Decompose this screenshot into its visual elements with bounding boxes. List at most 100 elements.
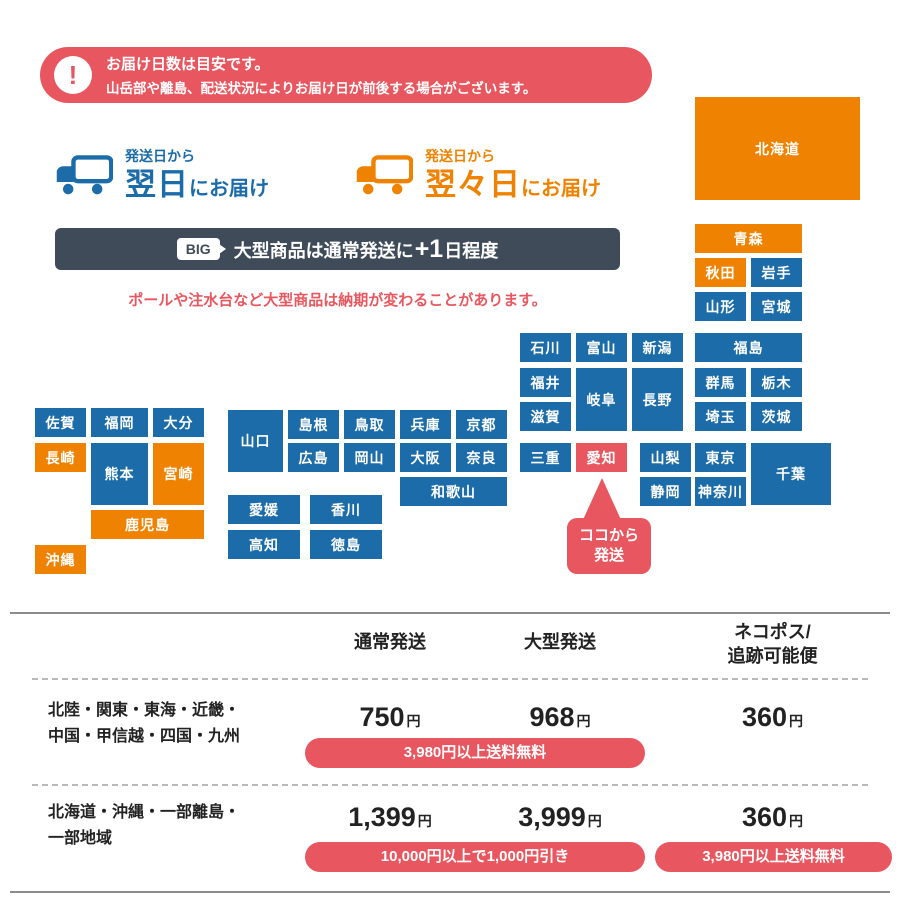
next-day-delivery-badge: 発送日から 翌日 にお届け — [55, 146, 269, 202]
prefecture-block: 北海道 — [695, 97, 860, 200]
notice-line2: 山岳部や離島、配送状況によりお届け日が前後する場合がございます。 — [106, 81, 537, 96]
prefecture-block: 三重 — [520, 443, 571, 472]
shipping-price-table: 通常発送 大型発送 ネコポス/ 追跡可能便 北陸・関東・東海・近畿・ 中国・甲信… — [10, 612, 892, 893]
exclamation-icon: ! — [54, 56, 92, 94]
prefecture-block: 高知 — [228, 530, 300, 559]
prefecture-block: 富山 — [576, 333, 627, 362]
prefecture-block: 千葉 — [751, 443, 831, 505]
prefecture-block: 熊本 — [91, 443, 148, 505]
big-tag-icon: BIG — [176, 238, 220, 260]
prefecture-block: 群馬 — [695, 368, 746, 397]
two-days-delivery-text: 発送日から 翌々日 にお届け — [425, 146, 601, 202]
big-text-after: 日程度 — [444, 240, 499, 261]
big-item-banner: BIG 大型商品は通常発送に +1 日程度 — [55, 228, 620, 270]
prefecture-block: 宮崎 — [153, 443, 204, 505]
prefecture-block: 鳥取 — [344, 410, 395, 439]
prefecture-block: 岡山 — [344, 443, 395, 472]
two-days-rest: にお届け — [521, 178, 601, 200]
prefecture-block: 岐阜 — [576, 368, 627, 431]
prefecture-block: 奈良 — [456, 443, 507, 472]
prefecture-block: 石川 — [520, 333, 571, 362]
price-value: 750 — [359, 702, 405, 732]
row-divider — [32, 678, 868, 680]
region-label-remote-line1: 北海道・沖縄・一部離島・ — [48, 804, 241, 821]
origin-bubble-tail — [582, 478, 622, 522]
column-header-large: 大型発送 — [524, 632, 596, 652]
discount-pill-remote: 10,000円以上で1,000円引き — [305, 842, 645, 872]
prefecture-block: 香川 — [310, 495, 382, 524]
large-item-warning-text: ポールや注水台など大型商品は納期が変わることがあります。 — [128, 292, 547, 309]
origin-bubble: ココから 発送 — [567, 518, 651, 574]
prefecture-block: 京都 — [456, 410, 507, 439]
prefecture-block: 大分 — [153, 408, 204, 437]
prefecture-block: 島根 — [288, 410, 339, 439]
prefecture-block: 茨城 — [751, 402, 802, 431]
big-text-before: 大型商品は通常発送に — [233, 240, 414, 261]
price-nekopos-main: 360 円 — [655, 702, 890, 733]
price-standard-main: 750 円 — [305, 702, 475, 733]
prefecture-block: 青森 — [695, 224, 802, 253]
big-badge-label: BIG — [185, 241, 211, 257]
price-value: 3,999 — [518, 802, 586, 832]
big-banner-text: 大型商品は通常発送に +1 日程度 — [234, 235, 499, 264]
price-value: 1,399 — [348, 802, 416, 832]
column-header-nekopos: ネコポス/ 追跡可能便 — [655, 620, 890, 669]
notice-text: お届け日数は目安です。 山岳部や離島、配送状況によりお届け日が前後する場合がござ… — [106, 53, 536, 97]
prefecture-block: 兵庫 — [400, 410, 451, 439]
origin-bubble-line1: ココから — [578, 526, 639, 544]
prefecture-block: 滋賀 — [520, 402, 571, 431]
prefecture-block: 山梨 — [640, 443, 691, 472]
prefecture-block: 長野 — [632, 368, 683, 431]
prefecture-block: 大阪 — [400, 443, 451, 472]
prefecture-block: 福岡 — [91, 408, 148, 437]
prefecture-block: 沖縄 — [35, 545, 86, 574]
price-standard-remote: 1,399 円 — [305, 802, 475, 833]
truck-icon — [55, 154, 114, 201]
next-day-emphasis: 翌日 — [125, 167, 189, 202]
region-label-remote-line2: 一部地域 — [48, 830, 113, 848]
price-large-remote: 3,999 円 — [475, 802, 645, 833]
prefecture-block: 長崎 — [35, 443, 86, 472]
exclamation-glyph: ! — [68, 59, 78, 90]
yen-unit: 円 — [789, 713, 804, 729]
truck-icon — [355, 154, 414, 201]
column-header-standard: 通常発送 — [354, 632, 426, 652]
free-shipping-pill-main: 3,980円以上送料無料 — [305, 738, 645, 768]
yen-unit: 円 — [789, 813, 804, 829]
yen-unit: 円 — [576, 713, 591, 729]
region-label-remote: 北海道・沖縄・一部離島・ 一部地域 — [48, 800, 318, 853]
price-value: 360 — [741, 702, 788, 732]
delivery-from-label: 発送日から — [425, 148, 495, 164]
prefecture-block: 山形 — [695, 292, 746, 321]
price-nekopos-remote: 360 円 — [655, 802, 890, 833]
prefecture-block: 広島 — [288, 443, 339, 472]
region-label-main-line2: 中国・甲信越・四国・九州 — [48, 728, 241, 746]
price-value: 968 — [529, 702, 575, 732]
yen-unit: 円 — [406, 713, 421, 729]
origin-bubble-line2: 発送 — [593, 547, 624, 564]
big-text-plus: +1 — [414, 234, 444, 263]
prefecture-block: 愛媛 — [228, 495, 300, 524]
prefecture-block: 岩手 — [751, 258, 802, 287]
prefecture-block: 徳島 — [310, 530, 382, 559]
region-label-main-line1: 北陸・関東・東海・近畿・ — [48, 702, 241, 719]
notice-banner: ! お届け日数は目安です。 山岳部や離島、配送状況によりお届け日が前後する場合が… — [40, 47, 652, 103]
price-value: 360 — [741, 802, 788, 832]
yen-unit: 円 — [587, 813, 602, 829]
prefecture-block: 佐賀 — [35, 408, 86, 437]
next-day-delivery-text: 発送日から 翌日 にお届け — [125, 146, 269, 202]
prefecture-block: 神奈川 — [695, 477, 746, 506]
next-day-rest: にお届け — [189, 178, 269, 200]
prefecture-block: 山口 — [228, 410, 283, 472]
row-divider — [32, 784, 868, 786]
prefecture-block: 東京 — [695, 443, 746, 472]
prefecture-block: 鹿児島 — [91, 510, 204, 539]
prefecture-block: 埼玉 — [695, 402, 746, 431]
region-label-main: 北陸・関東・東海・近畿・ 中国・甲信越・四国・九州 — [48, 698, 318, 751]
prefecture-block: 宮城 — [751, 292, 802, 321]
prefecture-block: 和歌山 — [400, 477, 507, 506]
notice-line1: お届け日数は目安です。 — [106, 56, 270, 73]
column-header-nekopos-line1: ネコポス/ — [734, 622, 811, 642]
next-day-delivery-main: 翌日 にお届け — [125, 167, 269, 202]
